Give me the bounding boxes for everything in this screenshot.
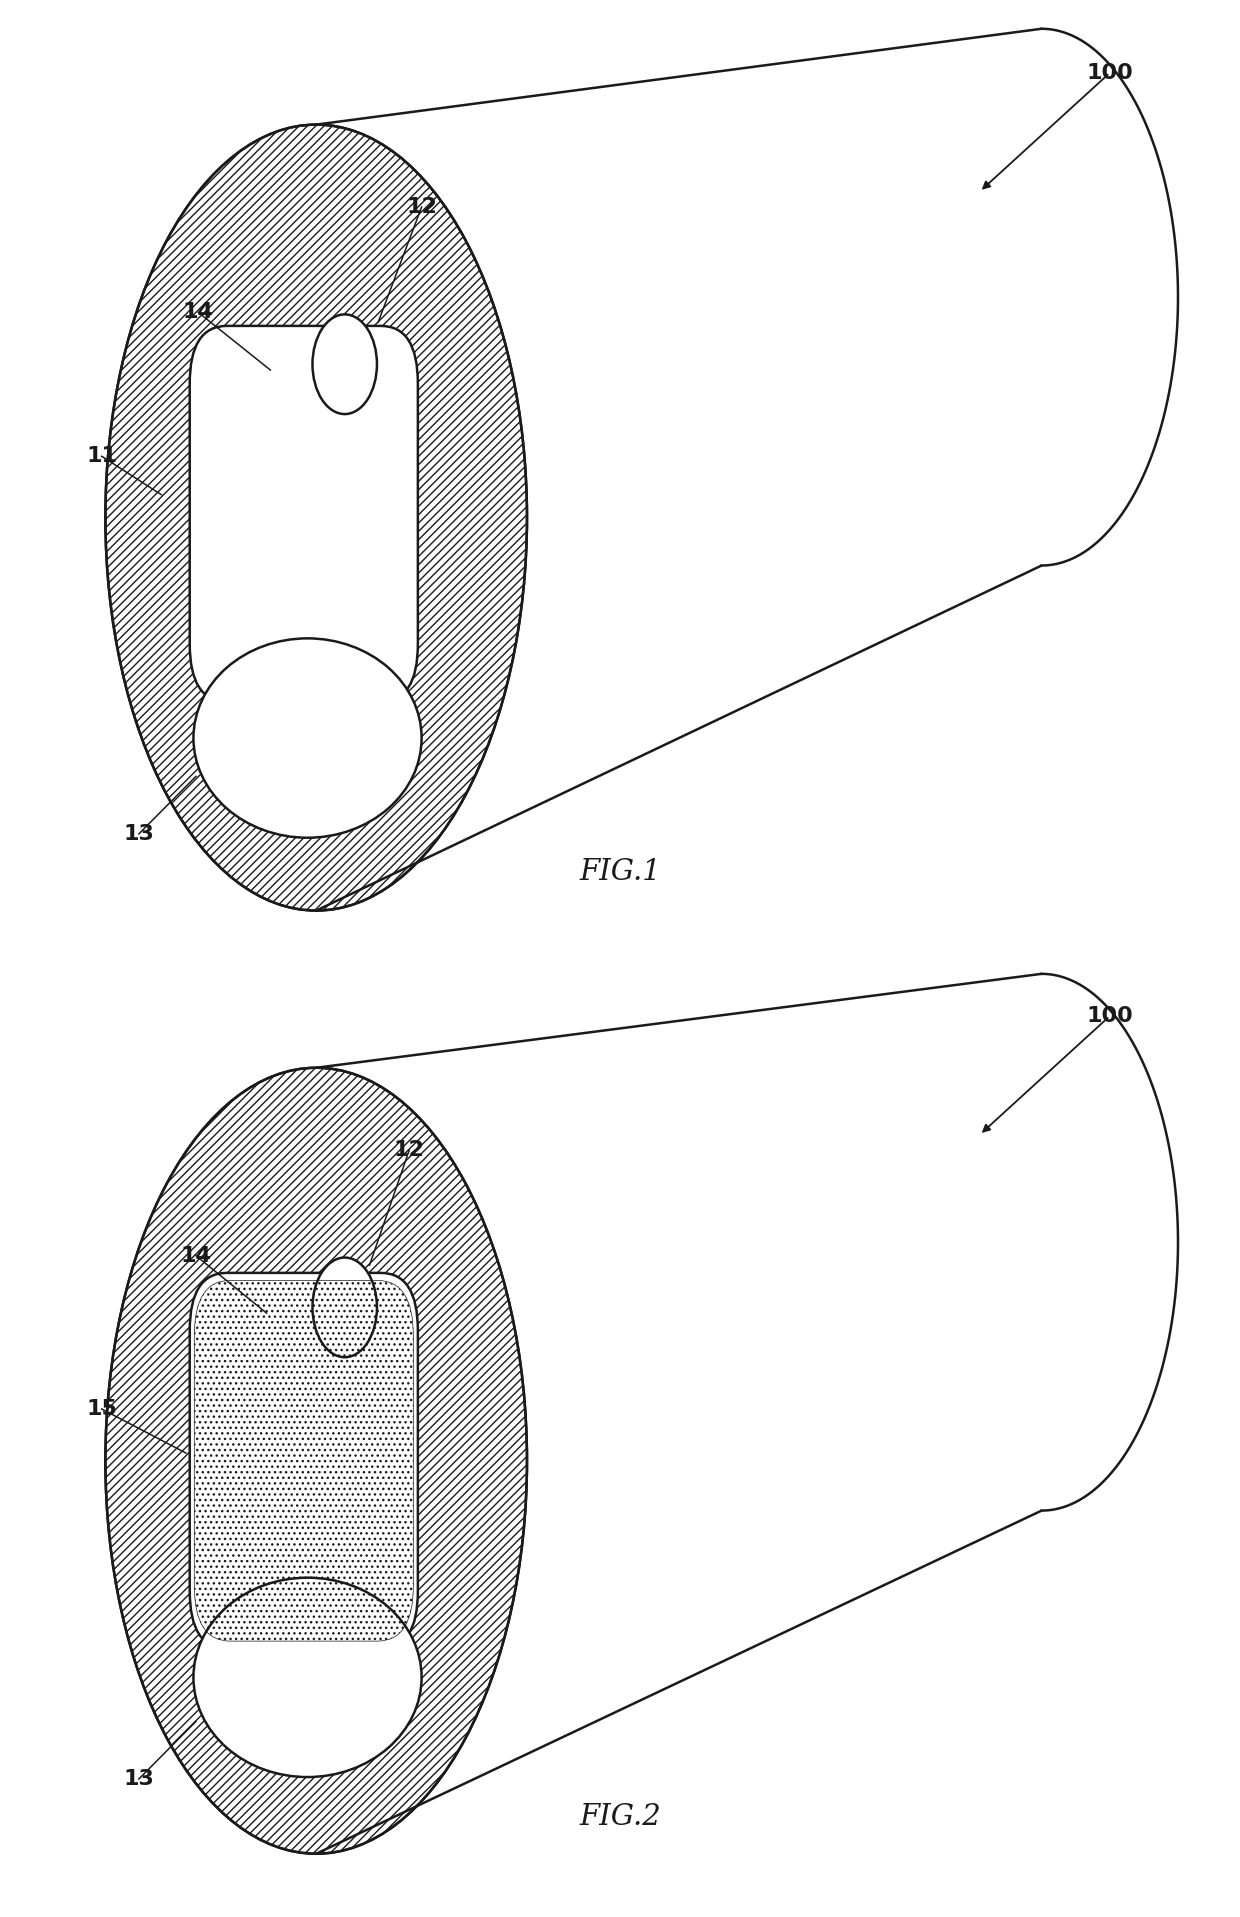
Polygon shape [316,29,1178,911]
Ellipse shape [193,638,422,838]
Ellipse shape [105,125,527,911]
Text: 12: 12 [407,197,436,217]
Ellipse shape [193,1578,422,1777]
Text: FIG.1: FIG.1 [579,859,661,886]
Text: 15: 15 [87,1399,117,1419]
Text: 100: 100 [1086,1006,1133,1026]
FancyBboxPatch shape [190,1273,418,1649]
Ellipse shape [105,1068,527,1854]
Text: 13: 13 [124,1769,154,1789]
Text: 12: 12 [394,1141,424,1160]
Text: 100: 100 [1086,63,1133,82]
Circle shape [312,1258,377,1357]
Text: 11: 11 [87,447,117,466]
Text: 13: 13 [124,824,154,843]
Polygon shape [316,974,1178,1854]
Text: 14: 14 [181,1246,211,1265]
Circle shape [312,314,377,414]
FancyBboxPatch shape [190,326,418,702]
Text: 14: 14 [184,303,213,322]
Text: FIG.2: FIG.2 [579,1804,661,1831]
